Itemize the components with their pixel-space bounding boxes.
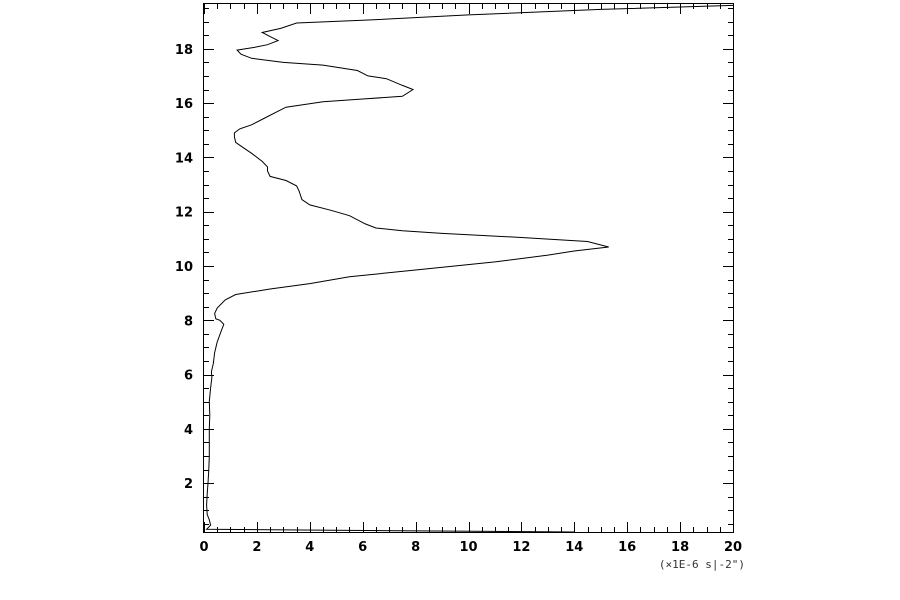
x-axis-tick-labels: 0 2 4 6 8 10 12 14 16 18 20	[199, 540, 742, 555]
x-tick-label: 18	[671, 540, 689, 555]
y-tick-label: 4	[184, 423, 193, 438]
x-tick-label: 8	[411, 540, 420, 555]
y-tick-label: 14	[175, 151, 193, 166]
y-axis-tick-labels: 2 4 6 8 10 12 14 16 18	[175, 43, 193, 492]
y-tick-label: 12	[175, 206, 193, 221]
y-tick-label: 8	[184, 314, 193, 329]
x-tick-label: 4	[305, 540, 314, 555]
x-tick-label: 2	[252, 540, 261, 555]
y-tick-label: 6	[184, 369, 193, 384]
y-tick-label: 18	[175, 43, 193, 58]
x-tick-label: 12	[512, 540, 530, 555]
y-tick-label: 2	[184, 477, 193, 492]
y-tick-label: 10	[175, 260, 193, 275]
x-tick-label: 0	[199, 540, 208, 555]
x-tick-label: 6	[358, 540, 367, 555]
y-tick-label: 16	[175, 97, 193, 112]
x-tick-label: 20	[724, 540, 742, 555]
x-tick-label: 16	[618, 540, 636, 555]
profile-line	[205, 4, 734, 533]
axis-ticks	[204, 4, 734, 532]
x-tick-label: 14	[565, 540, 583, 555]
x-tick-label: 10	[459, 540, 477, 555]
plot-frame	[203, 3, 734, 533]
x-axis-unit-label: (×1E-6 s|-2")	[659, 558, 745, 571]
